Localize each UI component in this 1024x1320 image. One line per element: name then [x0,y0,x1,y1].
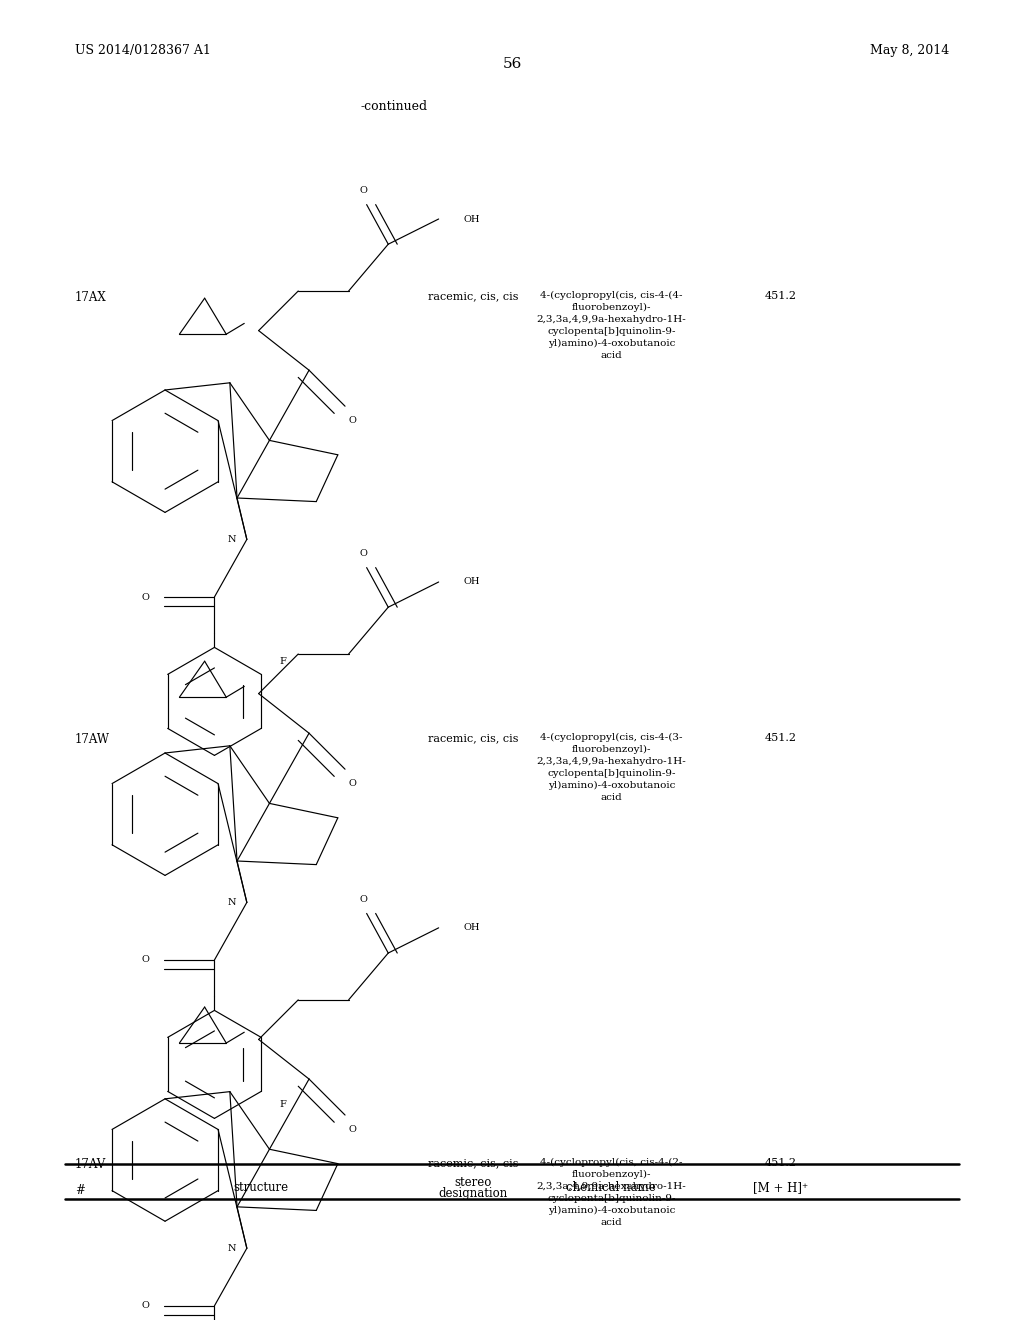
Text: O: O [359,895,367,904]
Text: fluorobenzoyl)-: fluorobenzoyl)- [571,1170,651,1179]
Text: racemic, cis, cis: racemic, cis, cis [428,733,518,743]
Text: yl)amino)-4-oxobutanoic: yl)amino)-4-oxobutanoic [548,1206,675,1216]
Text: racemic, cis, cis: racemic, cis, cis [428,290,518,301]
Text: #: # [75,1184,85,1197]
Text: May 8, 2014: May 8, 2014 [870,44,949,57]
Text: 451.2: 451.2 [764,290,797,301]
Text: O: O [348,1125,356,1134]
Text: acid: acid [600,793,623,803]
Text: fluorobenzoyl)-: fluorobenzoyl)- [571,302,651,312]
Text: US 2014/0128367 A1: US 2014/0128367 A1 [75,44,211,57]
Text: fluorobenzoyl)-: fluorobenzoyl)- [571,744,651,754]
Text: designation: designation [438,1187,508,1200]
Text: yl)amino)-4-oxobutanoic: yl)amino)-4-oxobutanoic [548,781,675,791]
Text: -continued: -continued [360,100,428,114]
Text: 17AX: 17AX [75,290,106,304]
Text: 17AW: 17AW [75,733,110,746]
Text: O: O [348,416,356,425]
Text: N: N [227,898,237,907]
Text: 17AV: 17AV [75,1158,106,1171]
Text: racemic, cis, cis: racemic, cis, cis [428,1158,518,1168]
Text: 451.2: 451.2 [764,733,797,743]
Text: cyclopenta[b]quinolin-9-: cyclopenta[b]quinolin-9- [547,770,676,777]
Text: N: N [227,1243,237,1253]
Text: OH: OH [464,214,480,223]
Text: [M + H]⁺: [M + H]⁺ [753,1181,808,1195]
Text: 56: 56 [503,57,521,71]
Text: cyclopenta[b]quinolin-9-: cyclopenta[b]quinolin-9- [547,327,676,335]
Text: stereo: stereo [455,1176,492,1189]
Text: chemical name: chemical name [566,1181,656,1195]
Text: acid: acid [600,351,623,360]
Text: N: N [227,535,237,544]
Text: cyclopenta[b]quinolin-9-: cyclopenta[b]quinolin-9- [547,1195,676,1203]
Text: OH: OH [464,924,480,932]
Text: OH: OH [464,578,480,586]
Text: O: O [359,186,367,195]
Text: 451.2: 451.2 [764,1158,797,1168]
Text: F: F [280,1100,287,1109]
Text: O: O [141,593,150,602]
Text: O: O [141,956,150,965]
Text: 2,3,3a,4,9,9a-hexahydro-1H-: 2,3,3a,4,9,9a-hexahydro-1H- [537,314,686,323]
Text: 2,3,3a,4,9,9a-hexahydro-1H-: 2,3,3a,4,9,9a-hexahydro-1H- [537,1181,686,1191]
Text: 4-(cyclopropyl(cis, cis-4-(4-: 4-(cyclopropyl(cis, cis-4-(4- [540,290,683,300]
Text: 4-(cyclopropyl(cis, cis-4-(2-: 4-(cyclopropyl(cis, cis-4-(2- [540,1158,683,1167]
Text: O: O [359,549,367,557]
Text: acid: acid [600,1218,623,1228]
Text: F: F [280,657,287,667]
Text: 4-(cyclopropyl(cis, cis-4-(3-: 4-(cyclopropyl(cis, cis-4-(3- [540,733,683,742]
Text: yl)amino)-4-oxobutanoic: yl)amino)-4-oxobutanoic [548,339,675,348]
Text: structure: structure [233,1181,289,1195]
Text: O: O [141,1302,150,1311]
Text: O: O [348,779,356,788]
Text: 2,3,3a,4,9,9a-hexahydro-1H-: 2,3,3a,4,9,9a-hexahydro-1H- [537,756,686,766]
